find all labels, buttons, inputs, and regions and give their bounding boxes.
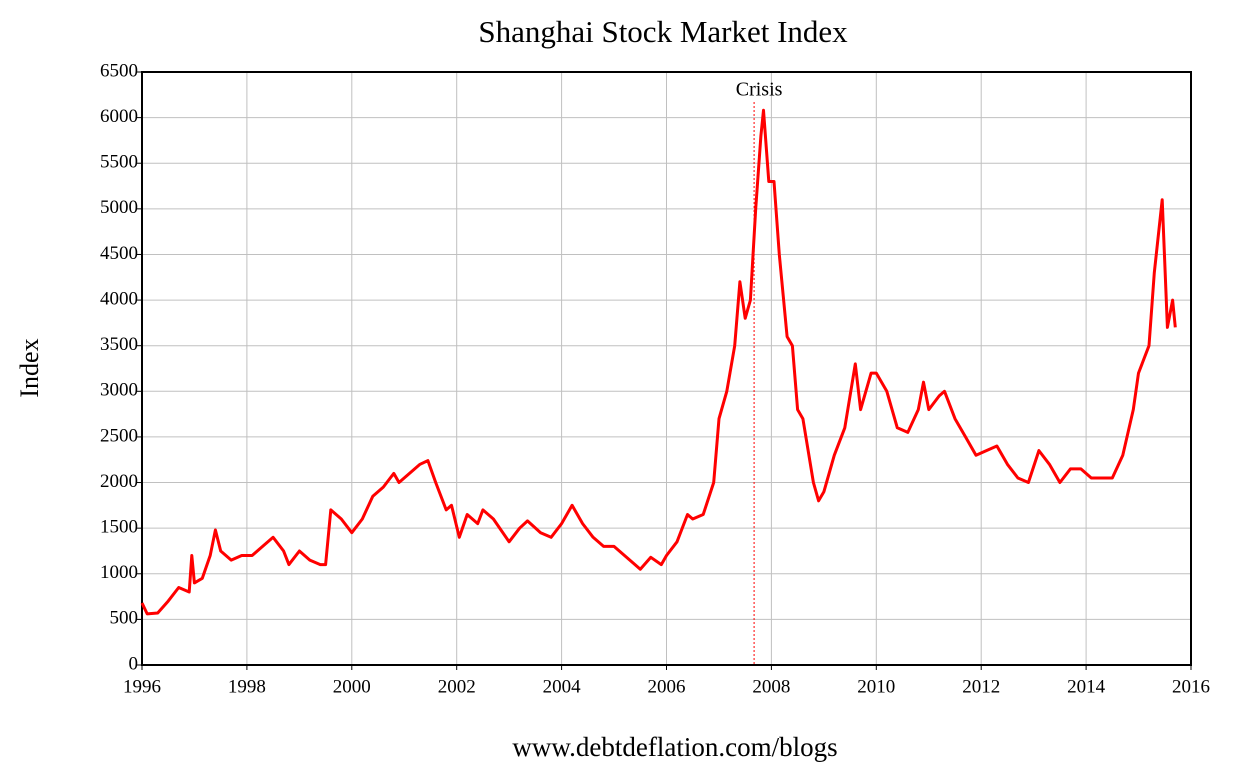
y-tick-label: 6000 bbox=[100, 106, 138, 127]
y-tick-label: 2000 bbox=[100, 471, 138, 492]
x-tick-label: 2014 bbox=[1067, 676, 1106, 697]
y-tick-label: 5000 bbox=[100, 197, 138, 218]
y-tick-label: 1000 bbox=[100, 562, 138, 583]
y-tick-label: 3000 bbox=[100, 380, 138, 401]
x-tick-label: 2000 bbox=[333, 676, 371, 697]
x-tick-label: 2002 bbox=[438, 676, 476, 697]
y-tick-label: 2500 bbox=[100, 425, 138, 446]
y-tick-label: 6500 bbox=[100, 60, 138, 81]
x-tick-label: 2010 bbox=[857, 676, 895, 697]
y-tick-label: 1500 bbox=[100, 517, 138, 538]
y-axis-label: Index bbox=[15, 338, 44, 397]
x-tick-label: 2004 bbox=[543, 676, 582, 697]
y-tick-label: 5500 bbox=[100, 152, 138, 173]
data-line bbox=[140, 108, 1177, 616]
chart-title: Shanghai Stock Market Index bbox=[478, 14, 848, 49]
x-tick-label: 2008 bbox=[752, 676, 790, 697]
y-tick-label: 4500 bbox=[100, 243, 138, 264]
annotation: Crisis bbox=[736, 79, 783, 101]
x-tick-label: 2016 bbox=[1172, 676, 1210, 697]
x-tick-label: 2006 bbox=[648, 676, 686, 697]
plot-frame bbox=[141, 71, 1192, 666]
source: www.debtdeflation.com/blogs bbox=[512, 732, 837, 762]
y-tick-label: 4000 bbox=[100, 288, 138, 309]
x-tick-label: 1998 bbox=[228, 676, 266, 697]
y-tick-label: 3500 bbox=[100, 334, 138, 355]
y-tick-label: 500 bbox=[110, 608, 139, 629]
x-tick-label: 1996 bbox=[123, 676, 161, 697]
x-tick-label: 2012 bbox=[962, 676, 1000, 697]
y-tick-label: 0 bbox=[129, 653, 139, 674]
